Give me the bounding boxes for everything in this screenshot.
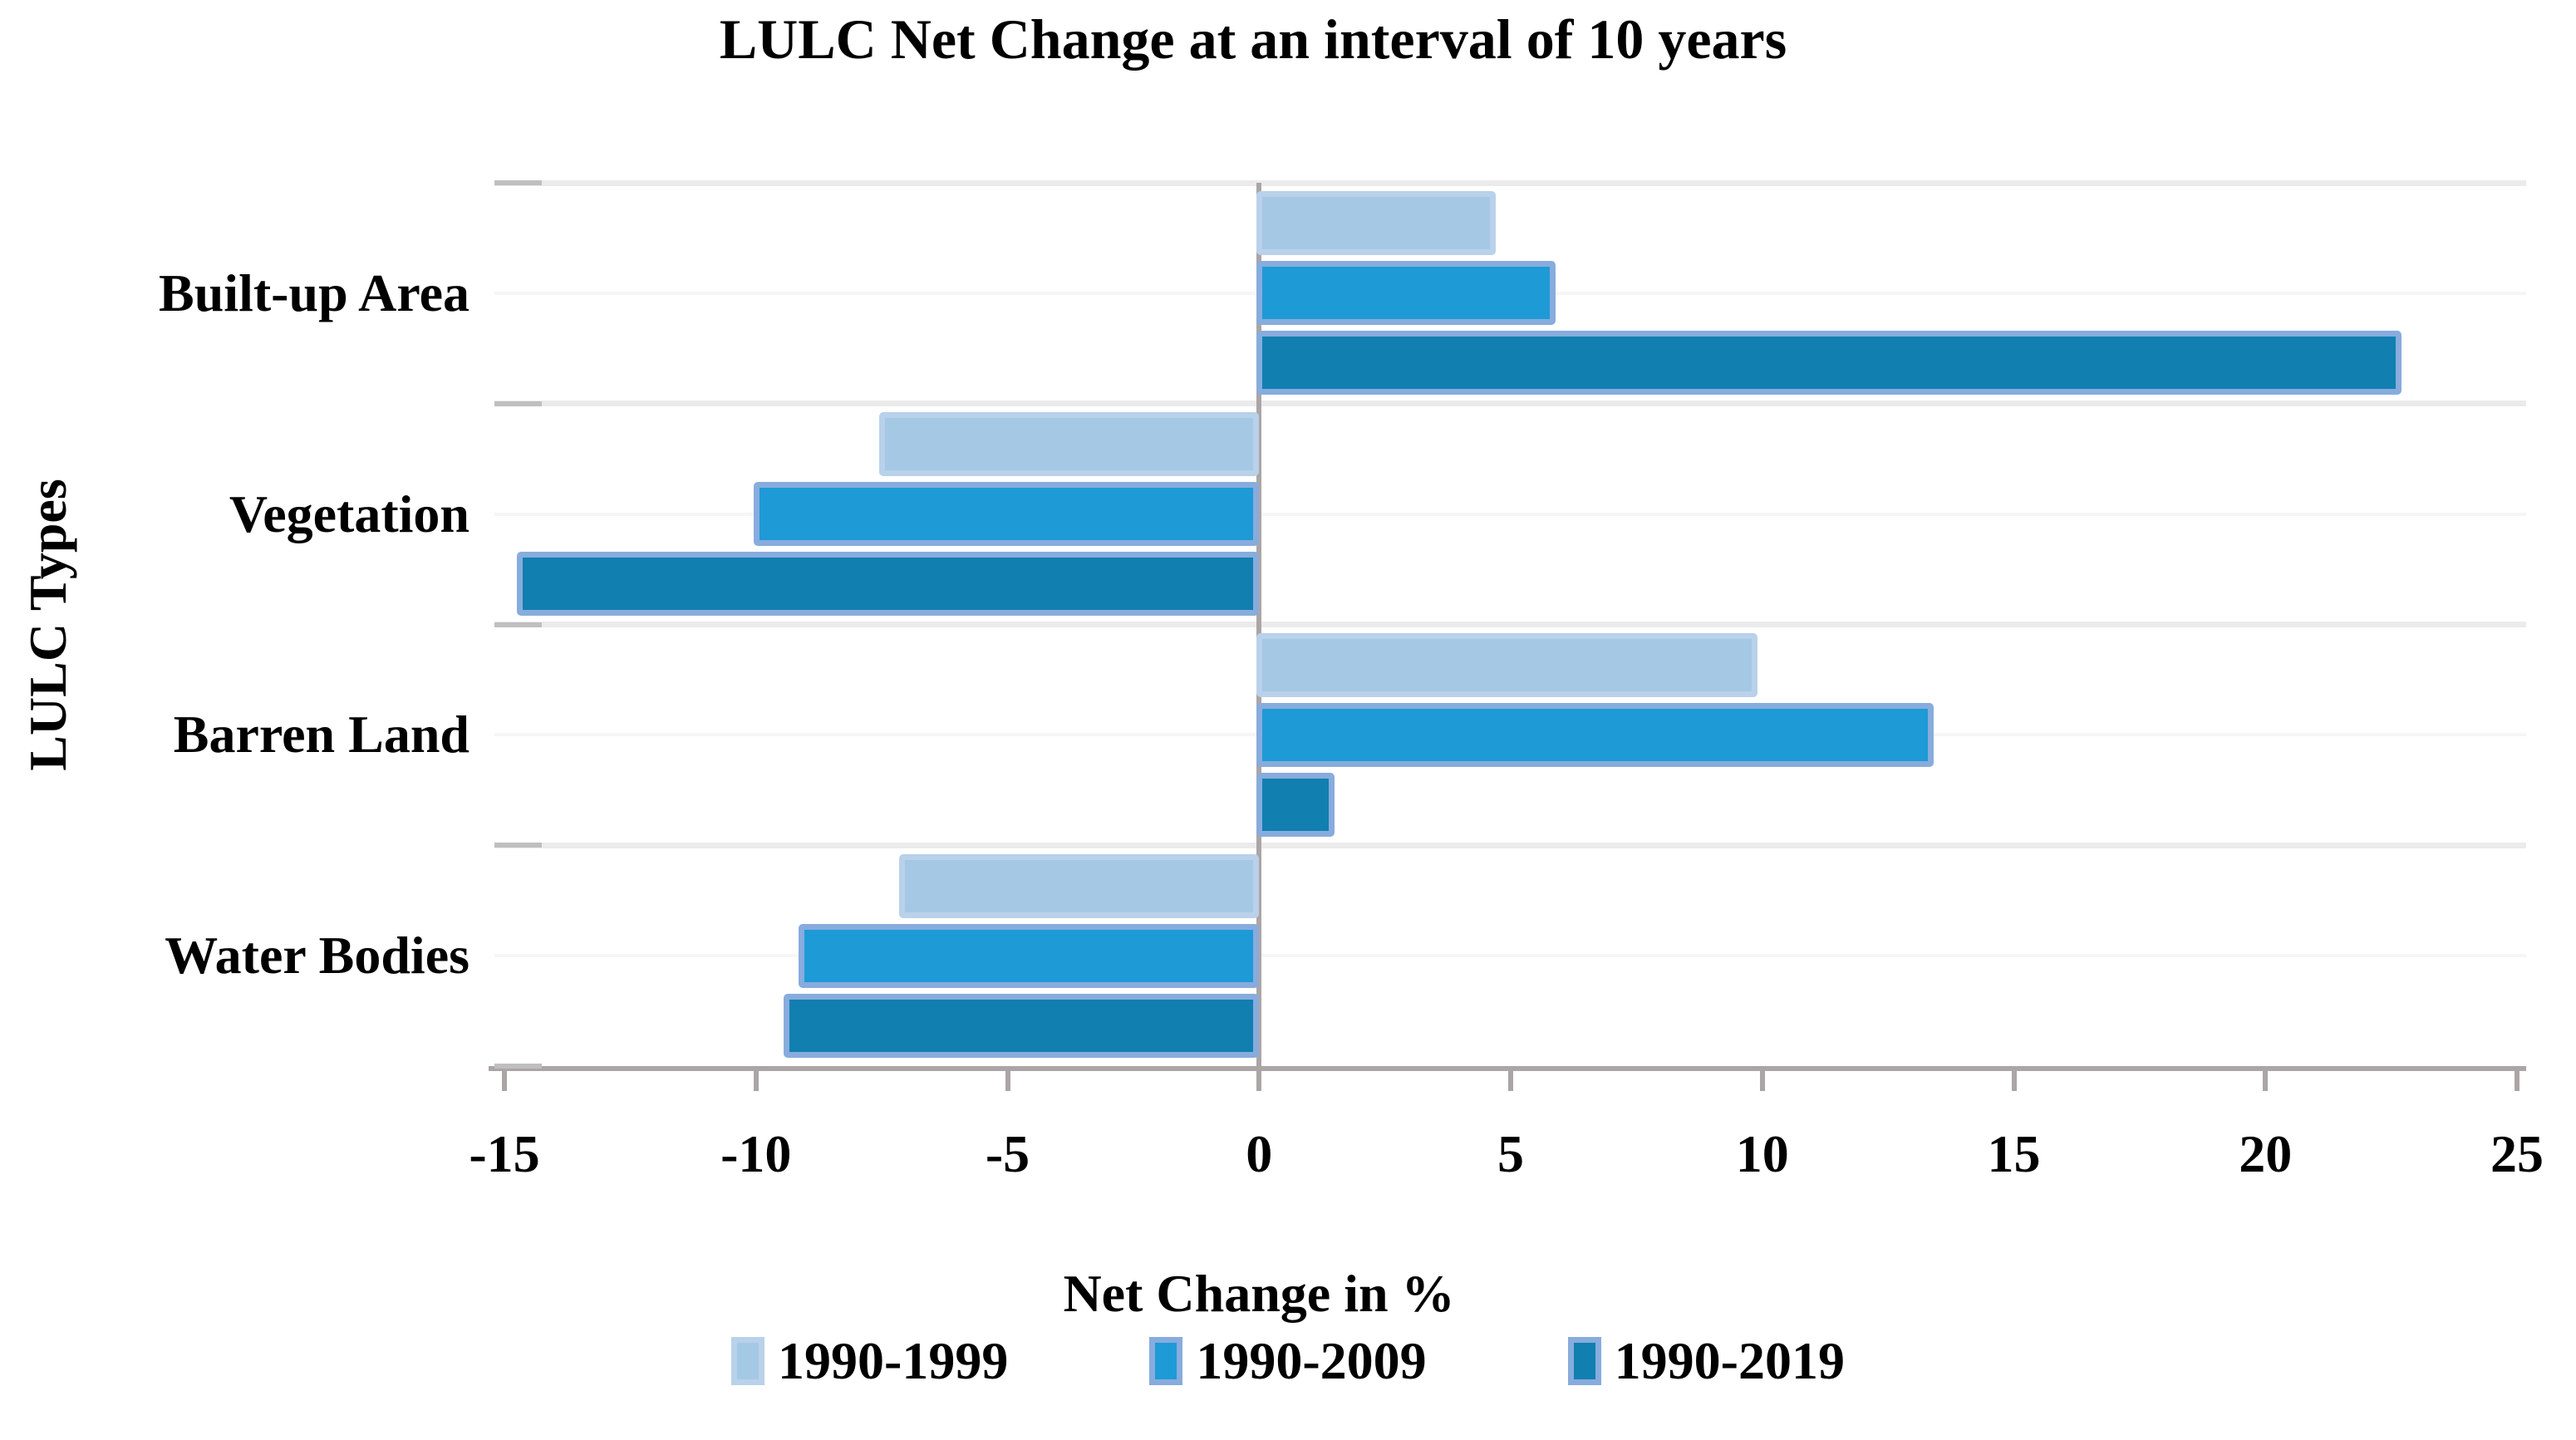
minor-gridline bbox=[494, 512, 2526, 516]
category-tick-mark bbox=[494, 401, 542, 406]
x-tick-mark bbox=[1759, 1069, 1765, 1091]
bar-1990-2009-barren-land bbox=[1256, 702, 1934, 767]
legend-swatch bbox=[1149, 1337, 1183, 1385]
x-axis-title: Net Change in % bbox=[1063, 1264, 1455, 1323]
x-tick-label: -10 bbox=[720, 1124, 792, 1183]
bar-1990-2019-built-up-area bbox=[1256, 331, 2401, 396]
category-boundary-gridline bbox=[494, 401, 2526, 407]
x-tick-label: -15 bbox=[469, 1124, 540, 1183]
bar-1990-2009-water-bodies bbox=[799, 923, 1260, 988]
legend-label: 1990-1999 bbox=[778, 1331, 1009, 1390]
bar-1990-1999-barren-land bbox=[1256, 632, 1757, 697]
category-boundary-gridline bbox=[494, 842, 2526, 848]
category-axis-line bbox=[1256, 183, 1262, 1066]
category-label: Barren Land bbox=[173, 705, 469, 764]
x-tick-mark bbox=[502, 1069, 507, 1091]
x-tick-label: 25 bbox=[2490, 1124, 2544, 1183]
category-tick-mark bbox=[494, 843, 542, 848]
category-label: Built-up Area bbox=[159, 263, 469, 322]
x-tick-mark bbox=[2263, 1069, 2269, 1091]
category-label: Vegetation bbox=[229, 484, 469, 543]
x-tick-label: -5 bbox=[985, 1124, 1030, 1183]
bar-1990-2019-water-bodies bbox=[784, 993, 1260, 1058]
x-tick-mark bbox=[2515, 1069, 2519, 1091]
x-tick-label: 15 bbox=[1987, 1124, 2041, 1183]
plot-area bbox=[494, 179, 2526, 1066]
bar-1990-1999-water-bodies bbox=[899, 853, 1260, 918]
x-tick-mark bbox=[753, 1069, 759, 1091]
legend-swatch bbox=[731, 1337, 765, 1385]
legend-item: 1990-1999 bbox=[731, 1334, 1008, 1388]
category-tick-mark bbox=[494, 622, 542, 627]
legend-item: 1990-2009 bbox=[1149, 1331, 1427, 1390]
x-tick-label: 0 bbox=[1246, 1124, 1273, 1183]
x-tick-label: 10 bbox=[1735, 1124, 1789, 1183]
legend-item: 1990-2019 bbox=[1567, 1331, 1845, 1390]
x-axis-line bbox=[489, 1066, 2526, 1071]
category-boundary-gridline bbox=[494, 179, 2526, 186]
x-tick-mark bbox=[1005, 1069, 1010, 1091]
bar-1990-1999-vegetation bbox=[879, 412, 1260, 477]
x-tick-mark bbox=[1508, 1069, 1513, 1091]
x-tick-mark bbox=[1256, 1069, 1262, 1091]
legend: 1990-1999 1990-2009 1990-2019 bbox=[0, 1334, 2576, 1388]
x-tick-label: 5 bbox=[1497, 1124, 1524, 1183]
legend-label: 1990-2009 bbox=[1196, 1331, 1427, 1390]
bar-1990-1999-built-up-area bbox=[1256, 191, 1496, 256]
bar-1990-2009-vegetation bbox=[753, 482, 1260, 547]
legend-label: 1990-2019 bbox=[1614, 1331, 1845, 1390]
category-label: Water Bodies bbox=[165, 926, 469, 985]
category-tick-mark bbox=[494, 180, 542, 185]
legend-swatch bbox=[1567, 1337, 1601, 1385]
category-boundary-gridline bbox=[494, 622, 2526, 627]
bar-1990-2009-built-up-area bbox=[1256, 261, 1556, 326]
bar-1990-2019-barren-land bbox=[1256, 772, 1335, 837]
chart-title: LULC Net Change at an interval of 10 yea… bbox=[719, 7, 1787, 71]
x-tick-label: 20 bbox=[2239, 1124, 2293, 1183]
bar-1990-2019-vegetation bbox=[517, 552, 1260, 617]
category-tick-mark bbox=[494, 1064, 542, 1069]
minor-gridline bbox=[494, 954, 2526, 958]
x-tick-mark bbox=[2011, 1069, 2017, 1091]
